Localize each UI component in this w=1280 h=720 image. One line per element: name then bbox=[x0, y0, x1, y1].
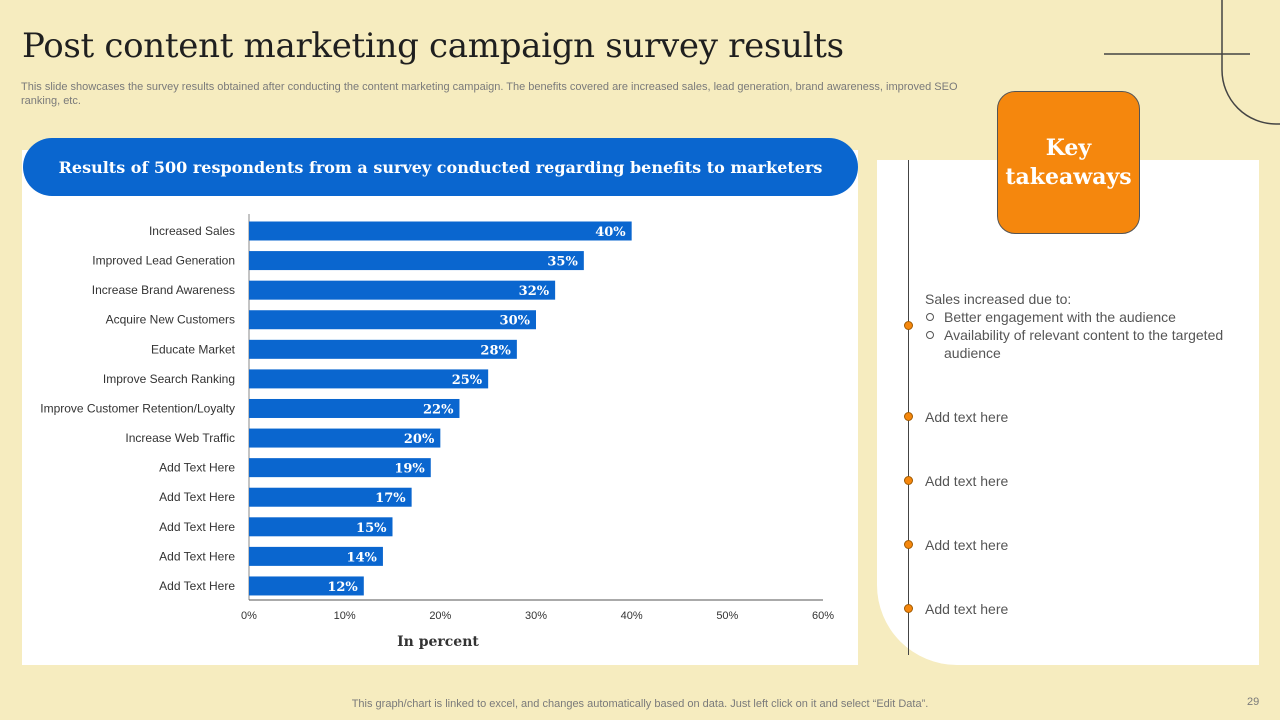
bar bbox=[249, 221, 632, 241]
data-label: 12% bbox=[327, 580, 358, 595]
category-label: Add Text Here bbox=[159, 549, 235, 563]
takeaway-intro: Sales increased due to: bbox=[925, 291, 1072, 307]
category-label: Add Text Here bbox=[159, 520, 235, 534]
takeaway-bullet-list: Better engagement with the audience Avai… bbox=[925, 308, 1225, 362]
data-label: 28% bbox=[480, 343, 511, 358]
footer-note: This graph/chart is linked to excel, and… bbox=[351, 698, 929, 710]
x-tick-label: 60% bbox=[812, 610, 834, 622]
bar bbox=[249, 339, 517, 359]
data-label: 30% bbox=[500, 314, 531, 329]
data-label: 19% bbox=[394, 462, 425, 477]
bar bbox=[249, 517, 393, 537]
bar bbox=[249, 428, 441, 448]
takeaway-item: Add text here bbox=[925, 601, 1009, 617]
x-axis-title: In percent bbox=[397, 634, 479, 650]
category-label: Add Text Here bbox=[159, 579, 235, 593]
category-label: Increased Sales bbox=[149, 224, 235, 238]
takeaway-item: Add text here bbox=[925, 473, 1009, 489]
bar bbox=[249, 280, 556, 300]
slide-subtitle: This slide showcases the survey results … bbox=[21, 81, 958, 107]
data-label: 35% bbox=[547, 255, 578, 270]
data-label: 17% bbox=[375, 491, 406, 506]
data-label: 25% bbox=[452, 373, 483, 388]
takeaway-item: Add text here bbox=[925, 409, 1009, 425]
timeline-dot bbox=[904, 412, 913, 421]
timeline-dot bbox=[904, 476, 913, 485]
corner-decoration bbox=[1104, 0, 1280, 125]
data-label: 14% bbox=[346, 550, 377, 565]
bar bbox=[249, 369, 489, 389]
chart-header: Results of 500 respondents from a survey… bbox=[23, 138, 858, 196]
bar bbox=[249, 251, 584, 271]
x-tick-label: 50% bbox=[716, 610, 738, 622]
x-tick-label: 30% bbox=[525, 610, 547, 622]
bar bbox=[249, 398, 460, 418]
timeline-line bbox=[908, 160, 909, 655]
key-takeaways-badge: Key takeaways bbox=[997, 91, 1140, 234]
category-label: Improve Customer Retention/Loyalty bbox=[40, 401, 235, 415]
x-tick-label: 40% bbox=[621, 610, 643, 622]
data-label: 15% bbox=[356, 521, 387, 536]
takeaway-bullet: Better engagement with the audience bbox=[925, 308, 1225, 326]
takeaway-item-sales: Sales increased due to: Better engagemen… bbox=[925, 290, 1225, 362]
category-label: Add Text Here bbox=[159, 490, 235, 504]
x-tick-label: 0% bbox=[241, 610, 257, 622]
timeline-dot bbox=[904, 604, 913, 613]
data-label: 32% bbox=[519, 284, 550, 299]
takeaways-panel bbox=[877, 160, 1259, 665]
data-label: 20% bbox=[404, 432, 435, 447]
x-tick-label: 10% bbox=[334, 610, 356, 622]
bar bbox=[249, 546, 383, 566]
key-takeaways-line1: Key bbox=[1045, 134, 1092, 161]
timeline-dot bbox=[904, 321, 913, 330]
category-label: Acquire New Customers bbox=[106, 313, 235, 327]
key-takeaways-line2: takeaways bbox=[1005, 163, 1132, 190]
bar bbox=[249, 576, 364, 596]
category-label: Increase Brand Awareness bbox=[92, 283, 235, 297]
slide-title: Post content marketing campaign survey r… bbox=[22, 26, 844, 66]
bar bbox=[249, 310, 536, 330]
page-number: 29 bbox=[1247, 696, 1260, 708]
x-tick-label: 20% bbox=[429, 610, 451, 622]
takeaway-item: Add text here bbox=[925, 537, 1009, 553]
category-label: Add Text Here bbox=[159, 461, 235, 475]
timeline-dot bbox=[904, 540, 913, 549]
bar bbox=[249, 458, 431, 478]
data-label: 40% bbox=[595, 225, 626, 240]
bar bbox=[249, 487, 412, 507]
takeaway-bullet: Availability of relevant content to the … bbox=[925, 326, 1225, 362]
data-label: 22% bbox=[423, 402, 454, 417]
category-label: Improve Search Ranking bbox=[103, 372, 235, 386]
category-label: Improved Lead Generation bbox=[92, 254, 235, 268]
category-label: Educate Market bbox=[151, 342, 236, 356]
category-label: Increase Web Traffic bbox=[125, 431, 235, 445]
